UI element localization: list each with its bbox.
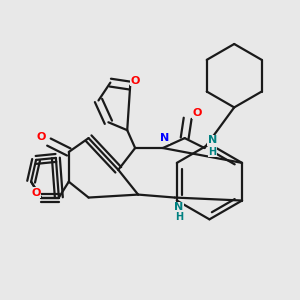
Text: N: N — [208, 135, 217, 145]
Text: H: H — [208, 147, 217, 157]
Text: N: N — [160, 133, 170, 143]
Text: H: H — [175, 212, 183, 222]
Text: O: O — [193, 108, 202, 118]
Text: O: O — [32, 188, 41, 198]
Text: O: O — [36, 132, 46, 142]
Text: N: N — [174, 202, 183, 212]
Text: O: O — [130, 76, 140, 85]
